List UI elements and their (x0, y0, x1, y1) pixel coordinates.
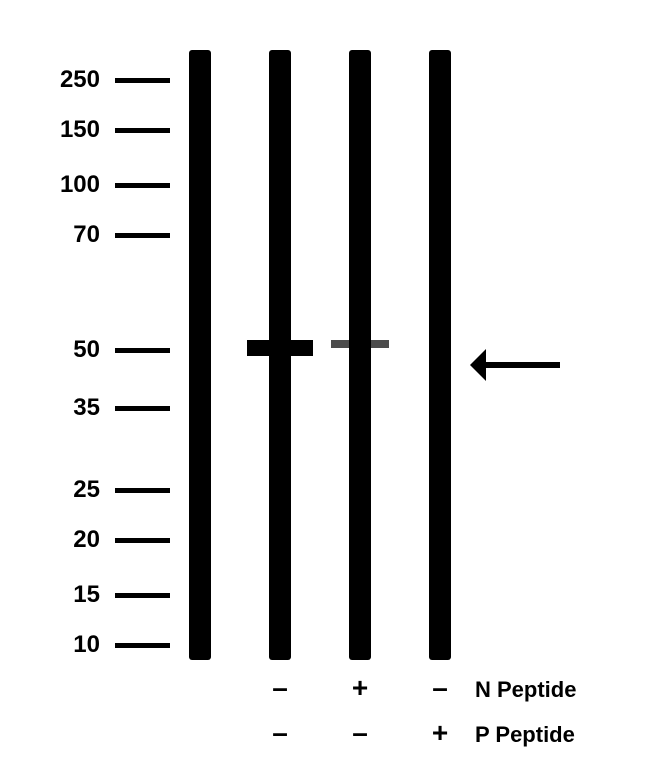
condition-symbol: – (260, 717, 300, 749)
condition-symbol: + (420, 717, 460, 749)
condition-symbol: + (340, 672, 380, 704)
western-blot-figure: { "figure": { "type": "western-blot", "b… (0, 0, 650, 782)
condition-symbol: – (420, 672, 460, 704)
lane4 (429, 50, 451, 660)
mw-tick (115, 78, 170, 83)
mw-label: 20 (30, 526, 100, 554)
mw-tick (115, 406, 170, 411)
mw-label: 100 (30, 171, 100, 199)
band-lane3 (331, 340, 389, 348)
mw-tick (115, 233, 170, 238)
band-lane2 (247, 340, 313, 356)
mw-label: 150 (30, 116, 100, 144)
mw-label: 25 (30, 476, 100, 504)
lane1 (189, 50, 211, 660)
mw-label: 35 (30, 394, 100, 422)
condition-symbol: – (260, 672, 300, 704)
arrow-shaft (486, 362, 560, 368)
mw-label: 15 (30, 581, 100, 609)
lane3 (349, 50, 371, 660)
mw-tick (115, 348, 170, 353)
mw-label: 10 (30, 631, 100, 659)
condition-label: P Peptide (475, 722, 575, 748)
mw-label: 50 (30, 336, 100, 364)
mw-tick (115, 183, 170, 188)
mw-label: 250 (30, 66, 100, 94)
arrow-head (470, 349, 486, 381)
mw-tick (115, 128, 170, 133)
mw-tick (115, 593, 170, 598)
mw-label: 70 (30, 221, 100, 249)
mw-tick (115, 488, 170, 493)
condition-label: N Peptide (475, 677, 576, 703)
mw-tick (115, 643, 170, 648)
mw-tick (115, 538, 170, 543)
condition-symbol: – (340, 717, 380, 749)
